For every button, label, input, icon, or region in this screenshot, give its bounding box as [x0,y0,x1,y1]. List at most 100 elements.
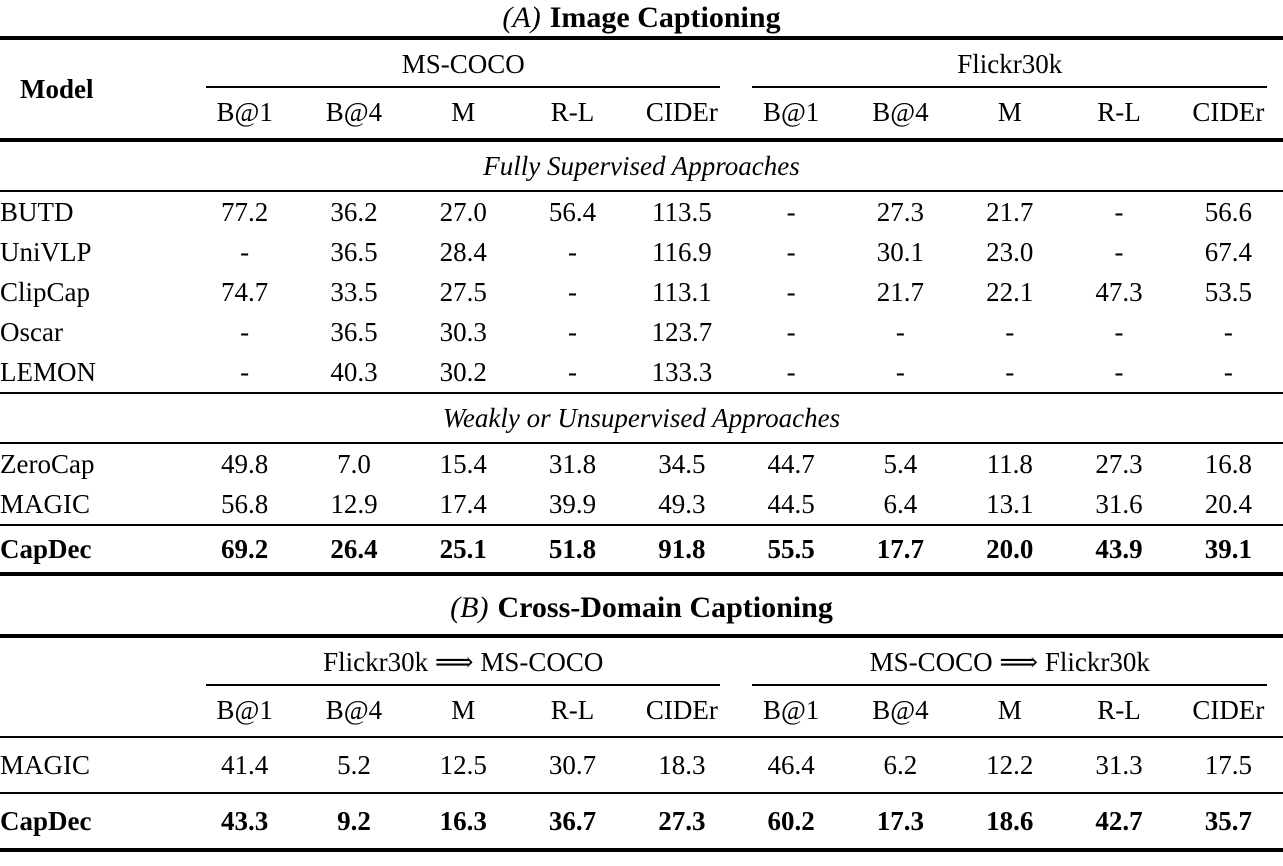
table-row-clipcap: ClipCap 74.7 33.5 27.5 - 113.1 - 21.7 22… [0,272,1283,312]
col-header-cider: CIDEr [645,695,718,725]
col-header-b1: B@1 [762,97,820,127]
metric-cell: 123.7 [651,317,713,347]
col-header-b4: B@4 [325,695,383,725]
metric-cell: - [786,197,796,227]
metric-cell: - [1114,317,1124,347]
model-name-cell: CapDec [0,524,190,574]
col-header-b1: B@1 [216,695,273,725]
metric-cell: 41.4 [221,750,269,780]
metric-cell: 18.6 [955,792,1065,850]
table-row-capdec-cross: CapDec 43.3 9.2 16.3 36.7 27.3 60.2 17.3… [0,792,1283,850]
table-a-label-prefix: (A) [502,1,541,34]
metric-cell: 69.2 [190,524,300,574]
metric-cell: 6.2 [883,750,918,780]
col-header-rl: R-L [1097,97,1141,127]
group-header-mscoco: MS-COCO [190,38,736,88]
metric-cell: 26.4 [299,524,409,574]
metric-cell: 30.2 [439,357,487,387]
metric-cell: 12.9 [330,489,378,519]
metric-cell: 133.3 [651,357,713,387]
model-name-cell: BUTD [0,197,74,227]
metric-cell: 51.8 [517,524,628,574]
metric-cell: 20.0 [955,524,1065,574]
table-row-capdec: CapDec 69.2 26.4 25.1 51.8 91.8 55.5 17.… [0,524,1283,574]
metric-cell: - [240,317,250,347]
metric-cell: 91.8 [627,524,737,574]
metric-cell: 30.1 [876,237,925,267]
col-header-m: M [997,97,1022,127]
metric-cell: 116.9 [651,237,712,267]
metric-cell: 42.7 [1064,792,1174,850]
metric-cell: 74.7 [221,277,269,307]
metric-cell: 31.8 [548,449,597,479]
metric-cell: 53.5 [1204,277,1252,307]
metric-cell: 30.7 [548,750,597,780]
metric-cell: - [895,357,905,387]
metric-cell: - [1114,357,1124,387]
metric-cell: 11.8 [986,449,1033,479]
table-a-title: (A) Image Captioning [0,2,1283,36]
metric-cell: 27.3 [627,792,737,850]
metric-cell: 67.4 [1204,237,1252,267]
metric-cell: 23.0 [986,237,1034,267]
section-heading-weakly-unsupervised: Weakly or Unsupervised Approaches [0,392,1283,444]
metric-cell: - [568,277,578,307]
col-header-m: M [451,97,476,127]
metric-cell: 27.5 [439,277,487,307]
metric-cell: 36.7 [517,792,628,850]
metric-cell: 56.8 [221,489,269,519]
model-name-cell: LEMON [0,357,96,387]
metric-cell: 43.9 [1064,524,1174,574]
metric-cell: 36.5 [330,237,378,267]
table-row-lemon: LEMON - 40.3 30.2 - 133.3 - - - - - [0,352,1283,393]
metric-cell: 31.6 [1095,489,1143,519]
metric-cell: - [1114,237,1124,267]
table-b-label-prefix: (B) [450,591,489,624]
metric-cell: 60.2 [736,792,846,850]
group-header-row: Model MS-COCO Flickr30k [0,38,1283,104]
metric-cell: - [786,277,796,307]
metric-cell: - [240,357,250,387]
col-header-b4: B@4 [872,695,929,725]
metric-cell: - [895,317,905,347]
metric-cell: 40.3 [330,357,378,387]
metric-cell: 18.3 [658,750,706,780]
metric-cell: 20.4 [1204,489,1252,519]
metric-cell: 49.3 [658,489,706,519]
table-b-title: (B) Cross-Domain Captioning [0,576,1283,634]
model-column-header: Model [20,74,94,104]
group-header-coco-to-flickr: MS-COCO ⟹ Flickr30k [736,636,1283,686]
col-header-cider: CIDEr [1192,695,1265,725]
metric-cell: - [1114,197,1124,227]
model-name-cell: Oscar [0,317,63,347]
metric-cell: 31.3 [1095,750,1143,780]
metric-cell: 56.4 [548,197,597,227]
col-header-b4: B@4 [325,97,383,127]
metric-cell: 5.2 [337,750,371,780]
metric-cell: 33.5 [330,277,378,307]
metric-cell: 34.5 [658,449,706,479]
metric-cell: - [786,317,796,347]
table-row-univlp: UniVLP - 36.5 28.4 - 116.9 - 30.1 23.0 -… [0,232,1283,272]
metric-cell: 16.8 [1204,449,1252,479]
metric-cell: 39.9 [548,489,597,519]
metric-cell: 27.3 [1095,449,1143,479]
col-header-m: M [997,695,1022,725]
model-name-cell: MAGIC [0,489,91,519]
metric-cell: 12.5 [439,750,487,780]
col-header-cider: CIDEr [1192,97,1265,127]
col-header-b4: B@4 [872,97,929,127]
metric-cell: - [568,237,578,267]
metric-cell: 5.4 [883,449,918,479]
metric-cell: 17.4 [439,489,487,519]
model-name-cell: UniVLP [0,237,92,267]
metric-cell: 16.3 [408,792,518,850]
empty-model-header [0,636,190,737]
col-header-rl: R-L [550,97,595,127]
metric-cell: 27.3 [876,197,925,227]
model-name-cell: MAGIC [0,750,91,780]
metric-cell: 21.7 [986,197,1034,227]
metric-cell: 36.2 [330,197,378,227]
metric-cell: 35.7 [1173,792,1283,850]
